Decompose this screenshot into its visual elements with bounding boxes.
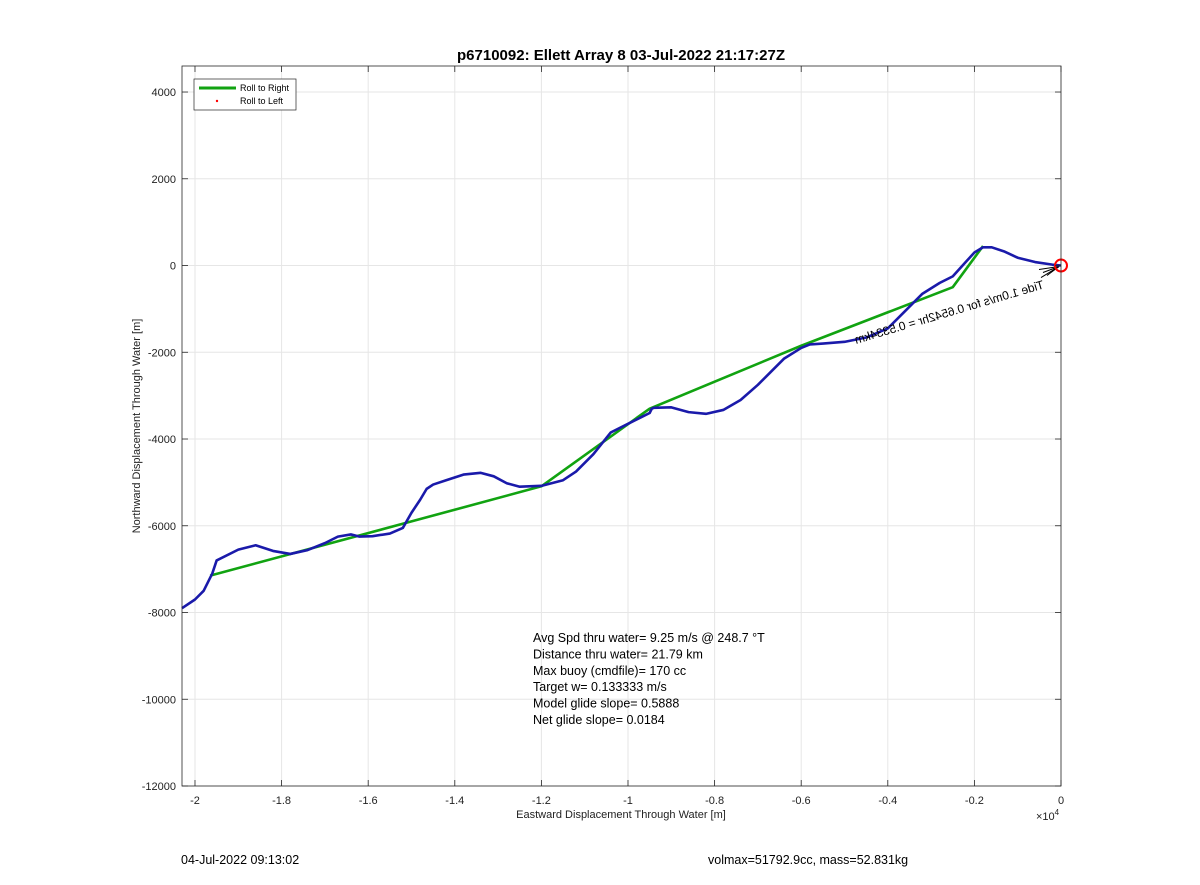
x-exponent-base: ×10	[1036, 811, 1055, 823]
x-tick-label: -1.2	[532, 795, 551, 807]
y-tick-label: 4000	[152, 87, 176, 99]
series-roll-to-right-line	[209, 245, 985, 577]
y-tick-label: 0	[170, 261, 176, 273]
y-tick-label: -4000	[148, 434, 176, 446]
x-axis-label: Eastward Displacement Through Water [m]	[516, 809, 726, 821]
y-tick-label: -2000	[148, 347, 176, 359]
series-track-line	[181, 246, 1062, 610]
plot-frame	[181, 65, 1062, 787]
stat-line: Target w= 0.133333 m/s	[533, 680, 667, 694]
x-tick-label: -0.4	[878, 795, 897, 807]
x-tick-label: -2	[190, 795, 200, 807]
stats-block: Avg Spd thru water= 9.25 m/s @ 248.7 °T D…	[533, 631, 765, 727]
footer-timestamp: 04-Jul-2022 09:13:02	[181, 853, 299, 867]
x-tick-label: -0.6	[792, 795, 811, 807]
x-tick-label: -1.6	[359, 795, 378, 807]
tick-labels: -2 -1.8 -1.6 -1.4 -1.2 -1 -0.8 -0.6 -0.4 -0.2 0 -12…	[142, 66, 1064, 807]
y-axis-label: Northward Displacement Through Water [m]	[131, 319, 143, 534]
x-tick-label: -1	[623, 795, 633, 807]
y-tick-label: -6000	[148, 521, 176, 533]
x-exponent-power: 4	[1055, 808, 1060, 817]
y-tick-label: -10000	[142, 694, 176, 706]
legend-box	[193, 78, 297, 111]
x-tick-label: -1.4	[445, 795, 464, 807]
x-tick-label: -0.2	[965, 795, 984, 807]
legend: Roll to Right Roll to Left	[193, 78, 297, 111]
stat-line: Net glide slope= 0.0184	[533, 713, 665, 727]
chart-title: p6710092: Ellett Array 8 03-Jul-2022 21:…	[457, 47, 785, 64]
stat-line: Distance thru water= 21.79 km	[533, 647, 703, 661]
legend-roll-left-marker	[215, 99, 219, 103]
legend-roll-right-label: Roll to Right	[240, 83, 290, 93]
stat-line: Model glide slope= 0.5888	[533, 697, 679, 711]
x-tick-label: -0.8	[705, 795, 724, 807]
footer-volmax-mass: volmax=51792.9cc, mass=52.831kg	[708, 853, 908, 867]
x-axis-exponent: ×104	[1036, 808, 1060, 823]
x-tick-label: -1.8	[272, 795, 291, 807]
x-tick-label: 0	[1058, 795, 1064, 807]
y-tick-label: -12000	[142, 781, 176, 793]
y-tick-label: 2000	[152, 174, 176, 186]
stat-line: Max buoy (cmdfile)= 170 cc	[533, 664, 686, 678]
y-tick-label: -8000	[148, 608, 176, 620]
legend-roll-left-label: Roll to Left	[240, 96, 284, 106]
stat-line: Avg Spd thru water= 9.25 m/s @ 248.7 °T	[533, 631, 765, 645]
